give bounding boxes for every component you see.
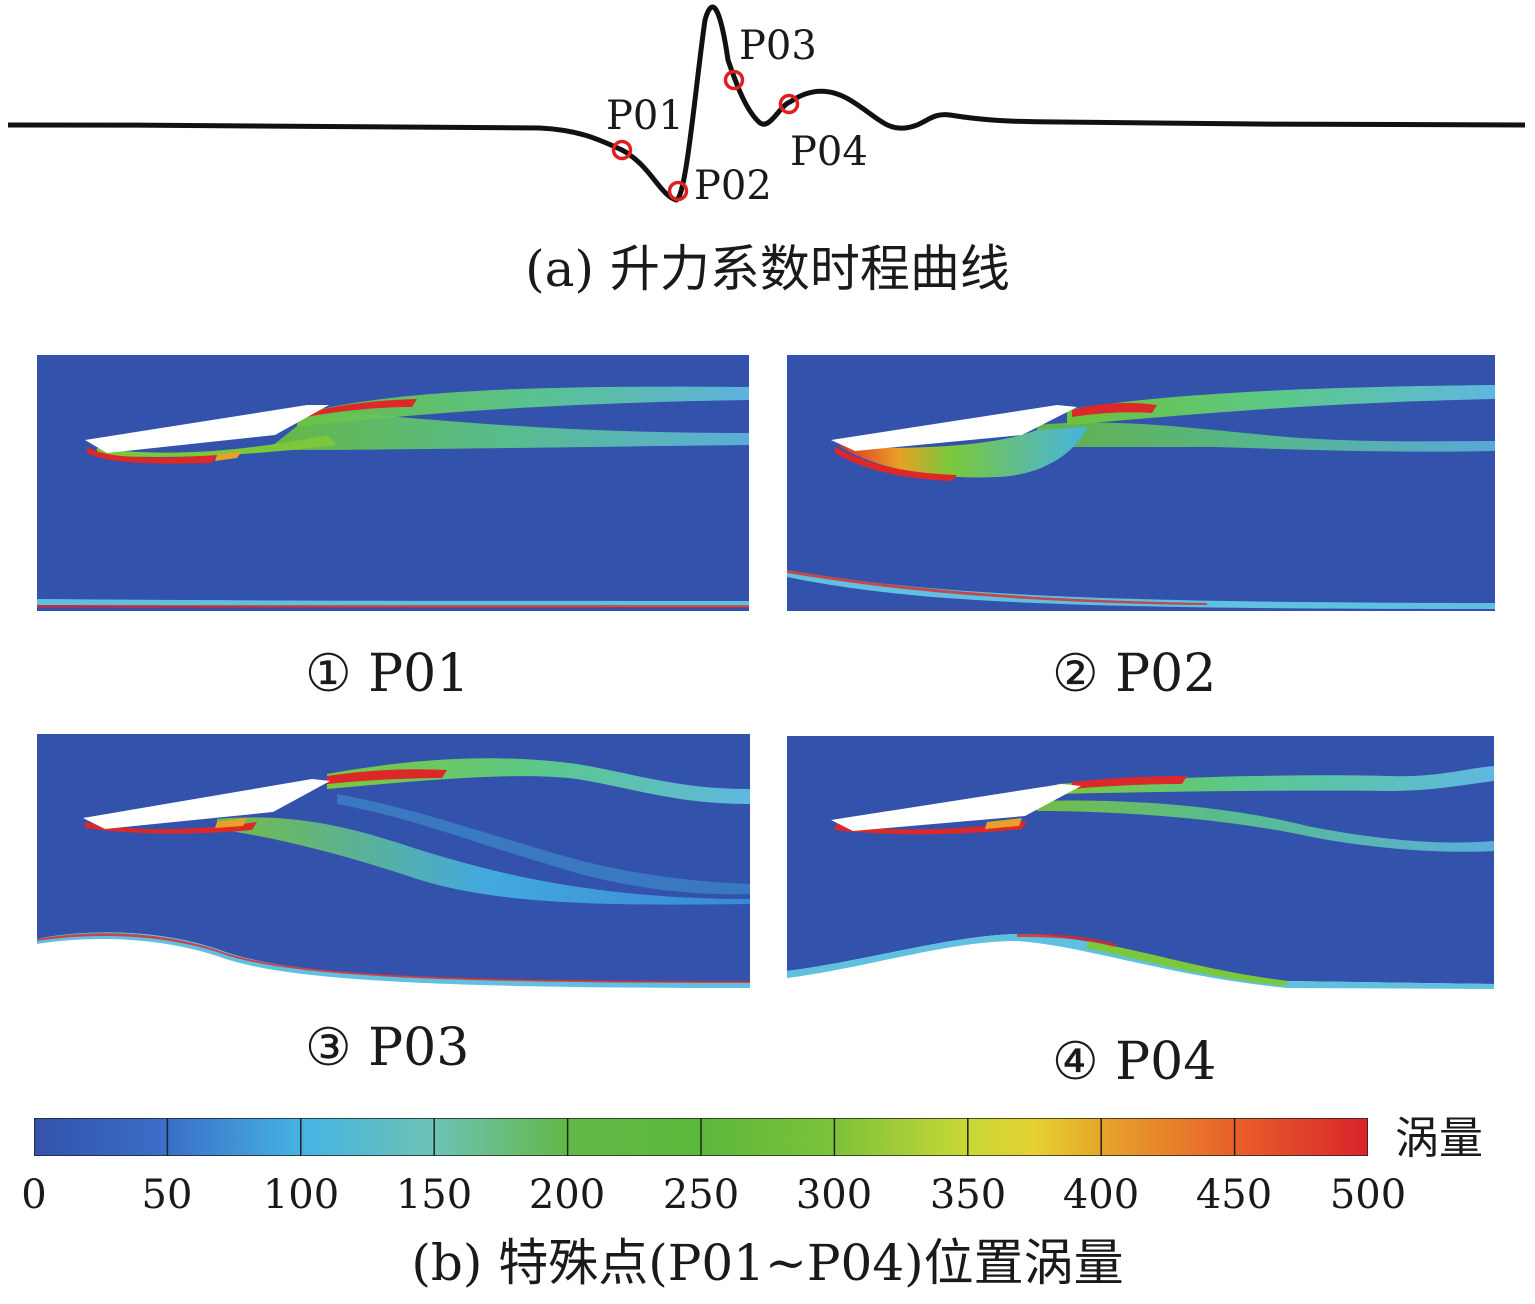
colorbar-tick: 300 — [795, 1172, 873, 1218]
label-p02: P02 — [694, 163, 772, 209]
colorbar-tick: 50 — [141, 1172, 193, 1218]
colorbar-dividers — [166, 1118, 1236, 1156]
colorbar-tick: 350 — [929, 1172, 1007, 1218]
marker-p03 — [723, 69, 745, 91]
colorbar-tick: 250 — [662, 1172, 740, 1218]
colorbar — [34, 1118, 1368, 1156]
lift-coefficient-curve — [7, 4, 1526, 203]
vorticity-panel-p04 — [787, 736, 1494, 992]
vorticity-panel-p01 — [37, 355, 749, 611]
panel-label-p02: ② P02 — [1052, 644, 1217, 704]
panel-label-p03: ③ P03 — [305, 1018, 470, 1078]
caption-b: (b) 特殊点(P01~P04)位置涡量 — [411, 1234, 1124, 1292]
label-p04: P04 — [790, 129, 868, 175]
vorticity-panel-p03 — [37, 734, 750, 990]
caption-a: (a) 升力系数时程曲线 — [525, 240, 1010, 298]
colorbar-title: 涡量 — [1395, 1113, 1483, 1164]
marker-p04 — [778, 93, 800, 115]
panel-label-p01: ① P01 — [305, 644, 470, 704]
marker-p02 — [667, 180, 689, 202]
colorbar-tick: 400 — [1062, 1172, 1140, 1218]
marker-p01 — [611, 139, 633, 161]
vorticity-panel-p02 — [787, 355, 1495, 611]
colorbar-tick: 100 — [262, 1172, 340, 1218]
label-p03: P03 — [739, 23, 817, 69]
colorbar-tick: 200 — [528, 1172, 606, 1218]
curve-line — [7, 4, 1526, 203]
label-p01: P01 — [606, 93, 684, 139]
colorbar-tick: 500 — [1329, 1172, 1407, 1218]
colorbar-tick: 150 — [395, 1172, 473, 1218]
panel-label-p04: ④ P04 — [1052, 1032, 1217, 1092]
colorbar-tick: 0 — [21, 1172, 47, 1218]
colorbar-tick: 450 — [1195, 1172, 1273, 1218]
